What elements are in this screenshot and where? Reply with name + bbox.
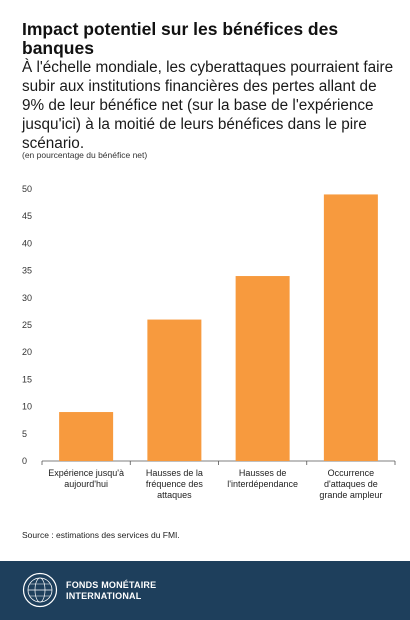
bar-4 — [323, 194, 378, 461]
unit-note: (en pourcentage du bénéfice net) — [22, 150, 148, 160]
x-category-label: Expérience jusqu'à aujourd'hui — [48, 468, 124, 489]
x-category-label: Hausses de l'interdépendance — [227, 468, 298, 489]
y-tick-label: 15 — [22, 374, 32, 384]
y-tick-label: 35 — [22, 266, 32, 276]
y-tick-label: 50 — [22, 184, 32, 194]
footer-bar: FONDS MONÉTAIRE INTERNATIONAL — [0, 561, 410, 620]
y-tick-label: 40 — [22, 238, 32, 248]
y-tick-label: 20 — [22, 347, 32, 357]
x-category-label: Hausses de la fréquence des attaques — [146, 468, 204, 500]
y-tick-label: 0 — [22, 456, 27, 466]
org-name-line1: FONDS MONÉTAIRE — [66, 580, 157, 590]
bar-2 — [147, 319, 202, 461]
source-note: Source : estimations des services du FMI… — [22, 530, 180, 540]
imf-seal-icon — [22, 572, 58, 608]
chart-subtitle: À l'échelle mondiale, les cyberattaques … — [22, 59, 394, 152]
y-tick-label: 10 — [22, 402, 32, 412]
x-category-label: Occurrence d'attaques de grande ampleur — [319, 468, 382, 500]
org-name-line2: INTERNATIONAL — [66, 591, 142, 601]
bar-3 — [235, 276, 290, 461]
chart-title: Impact potentiel sur les bénéfices des b… — [22, 19, 339, 58]
y-tick-label: 25 — [22, 320, 32, 330]
y-tick-label: 45 — [22, 211, 32, 221]
bar-1 — [59, 412, 114, 461]
org-name: FONDS MONÉTAIRE INTERNATIONAL — [66, 580, 156, 602]
y-tick-label: 5 — [22, 429, 27, 439]
bar-chart: 0 5 10 15 20 25 30 35 40 45 50 Expérience jusqu'à au… — [22, 184, 396, 500]
y-tick-label: 30 — [22, 293, 32, 303]
